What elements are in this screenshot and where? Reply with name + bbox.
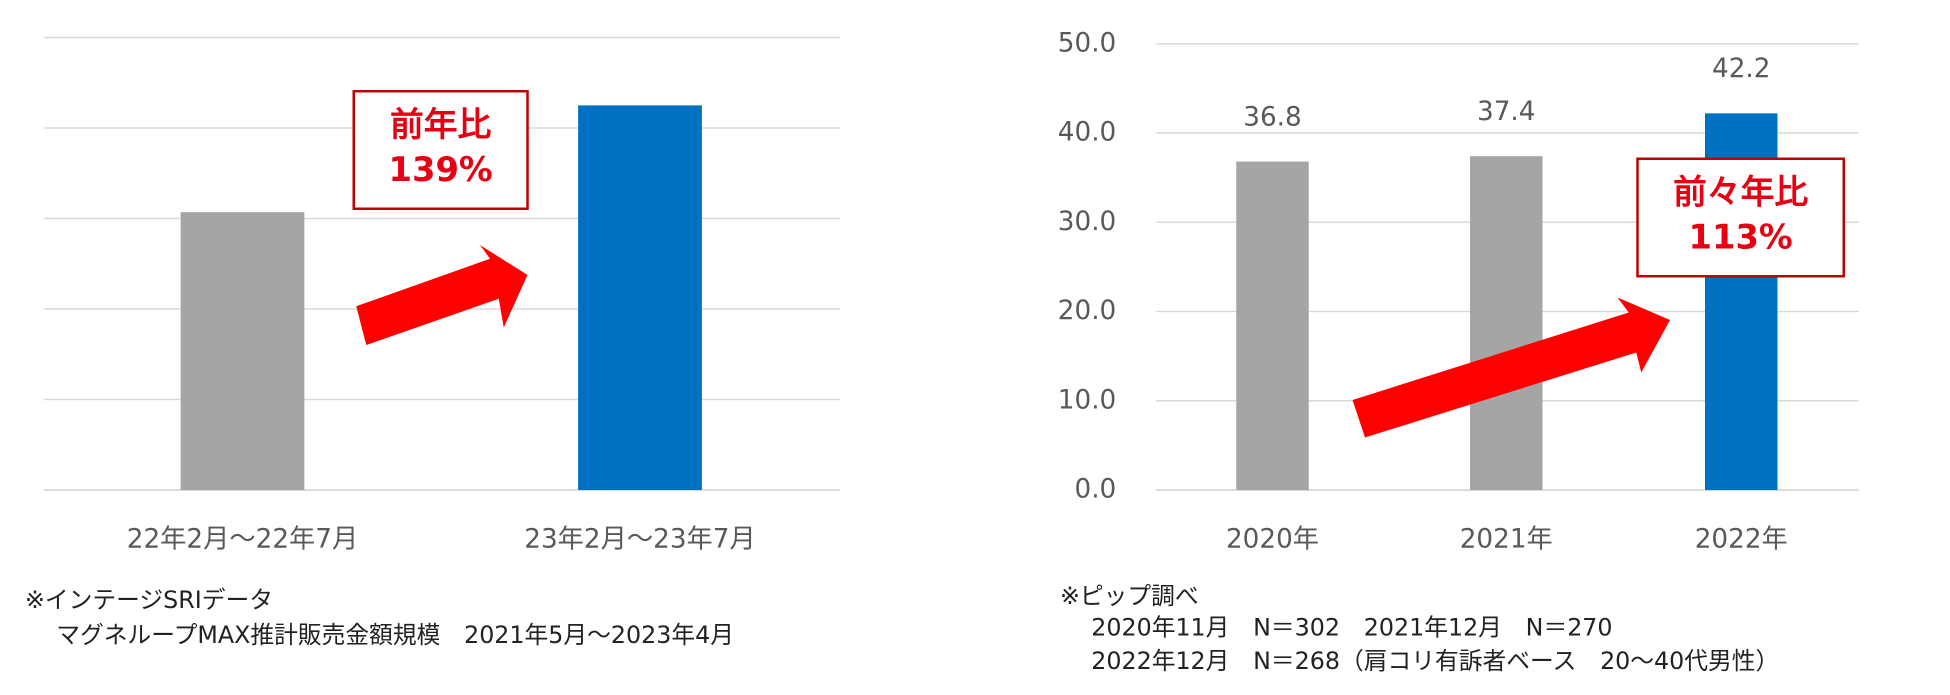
x-tick-label: 2021年 <box>1460 525 1553 555</box>
arrow <box>356 245 528 345</box>
annotation-text: 前年比 <box>390 105 492 144</box>
annotation-box <box>352 90 529 210</box>
y-tick-label: 30.0 <box>1058 207 1116 237</box>
annotation-text: 113% <box>1688 217 1792 256</box>
x-tick-label: 23年2月～23年7月 <box>524 525 755 555</box>
y-tick-label: 40.0 <box>1058 118 1116 148</box>
x-tick-label: 2022年 <box>1695 525 1788 555</box>
annotation-box <box>1636 157 1845 278</box>
arrow <box>1352 297 1670 438</box>
note: 2020年11月 N＝302 2021年12月 N＝270 <box>1091 613 1612 641</box>
x-tick-label: 22年2月～22年7月 <box>127 525 358 555</box>
bar <box>1470 156 1543 490</box>
y-tick-label: 50.0 <box>1058 28 1116 58</box>
y-tick-label: 20.0 <box>1058 296 1116 326</box>
data-label: 36.8 <box>1243 102 1301 132</box>
y-tick-label: 0.0 <box>1075 475 1117 505</box>
bar <box>180 212 305 491</box>
annotation-text: 139% <box>388 150 492 189</box>
bar <box>578 105 702 490</box>
data-label: 37.4 <box>1477 97 1535 127</box>
note: マグネループMAX推計販売金額規模 2021年5月～2023年4月 <box>56 621 734 649</box>
bar <box>1236 161 1309 490</box>
note: 2022年12月 N＝268（肩コリ有訴者ベース 20～40代男性） <box>1091 647 1779 675</box>
note: ※インテージSRIデータ <box>25 586 273 614</box>
note: ※ピップ調べ <box>1060 582 1199 610</box>
y-tick-label: 10.0 <box>1058 385 1116 415</box>
data-label: 42.2 <box>1712 54 1770 84</box>
annotation-text: 前々年比 <box>1673 172 1808 211</box>
x-tick-label: 2020年 <box>1226 525 1319 555</box>
